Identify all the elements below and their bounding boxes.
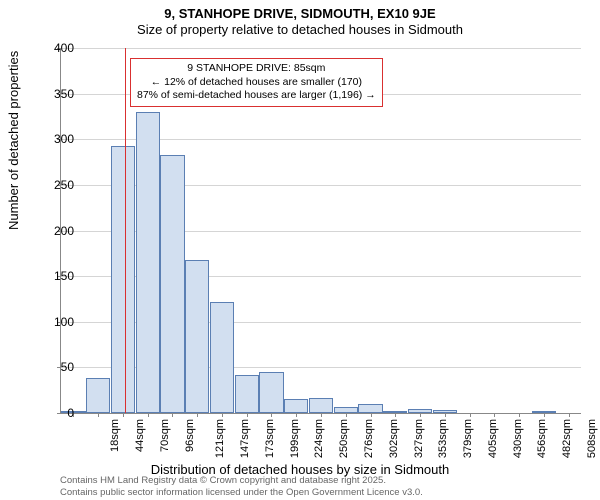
xtick-mark — [321, 413, 322, 417]
ytick-label: 50 — [34, 360, 74, 374]
xtick-mark — [519, 413, 520, 417]
info-line-3: 87% of semi-detached houses are larger (… — [137, 89, 376, 103]
xtick-mark — [247, 413, 248, 417]
attribution: Contains HM Land Registry data © Crown c… — [60, 475, 423, 498]
xtick-mark — [371, 413, 372, 417]
xtick-mark — [470, 413, 471, 417]
xtick-label: 302sqm — [388, 419, 400, 458]
xtick-label: 70sqm — [159, 419, 171, 452]
attribution-line-1: Contains HM Land Registry data © Crown c… — [60, 475, 423, 486]
gridline — [61, 48, 581, 49]
xtick-mark — [445, 413, 446, 417]
xtick-mark — [346, 413, 347, 417]
chart-area: 9 STANHOPE DRIVE: 85sqm ← 12% of detache… — [60, 48, 580, 413]
xtick-label: 430sqm — [512, 419, 524, 458]
info-line-1: 9 STANHOPE DRIVE: 85sqm — [137, 62, 376, 76]
xtick-mark — [123, 413, 124, 417]
histogram-bar — [259, 372, 283, 413]
histogram-bar — [136, 112, 160, 413]
ytick-label: 150 — [34, 269, 74, 283]
xtick-mark — [395, 413, 396, 417]
xtick-label: 327sqm — [413, 419, 425, 458]
ytick-label: 350 — [34, 87, 74, 101]
reference-line — [125, 48, 126, 413]
ytick-label: 300 — [34, 132, 74, 146]
xtick-label: 482sqm — [561, 419, 573, 458]
xtick-mark — [544, 413, 545, 417]
xtick-label: 405sqm — [487, 419, 499, 458]
xtick-label: 44sqm — [134, 419, 146, 452]
ytick-label: 100 — [34, 315, 74, 329]
y-axis-label: Number of detached properties — [6, 51, 21, 230]
xtick-mark — [197, 413, 198, 417]
xtick-label: 18sqm — [109, 419, 121, 452]
xtick-label: 121sqm — [215, 419, 227, 458]
xtick-label: 379sqm — [462, 419, 474, 458]
histogram-bar — [160, 155, 184, 413]
xtick-label: 276sqm — [363, 419, 375, 458]
xtick-mark — [271, 413, 272, 417]
info-line-2: ← 12% of detached houses are smaller (17… — [137, 76, 376, 90]
xtick-mark — [98, 413, 99, 417]
ytick-label: 200 — [34, 224, 74, 238]
xtick-label: 224sqm — [314, 419, 326, 458]
chart-title: 9, STANHOPE DRIVE, SIDMOUTH, EX10 9JE — [0, 0, 600, 21]
xtick-mark — [172, 413, 173, 417]
ytick-label: 0 — [34, 406, 74, 420]
histogram-bar — [210, 302, 234, 413]
xtick-mark — [148, 413, 149, 417]
info-box: 9 STANHOPE DRIVE: 85sqm ← 12% of detache… — [130, 58, 383, 107]
xtick-mark — [420, 413, 421, 417]
histogram-bar — [185, 260, 209, 413]
histogram-bar — [284, 399, 308, 413]
chart-subtitle: Size of property relative to detached ho… — [0, 21, 600, 37]
histogram-bar — [358, 404, 382, 413]
ytick-label: 250 — [34, 178, 74, 192]
xtick-mark — [296, 413, 297, 417]
xtick-label: 173sqm — [264, 419, 276, 458]
ytick-label: 400 — [34, 41, 74, 55]
xtick-label: 508sqm — [586, 419, 598, 458]
xtick-label: 456sqm — [536, 419, 548, 458]
attribution-line-2: Contains public sector information licen… — [60, 487, 423, 498]
xtick-label: 199sqm — [289, 419, 301, 458]
xtick-label: 147sqm — [239, 419, 251, 458]
xtick-mark — [569, 413, 570, 417]
xtick-label: 96sqm — [184, 419, 196, 452]
histogram-bar — [235, 375, 259, 413]
xtick-mark — [494, 413, 495, 417]
histogram-bar — [111, 146, 135, 413]
histogram-bar — [86, 378, 110, 413]
xtick-label: 353sqm — [437, 419, 449, 458]
histogram-bar — [309, 398, 333, 413]
xtick-label: 250sqm — [338, 419, 350, 458]
xtick-mark — [222, 413, 223, 417]
